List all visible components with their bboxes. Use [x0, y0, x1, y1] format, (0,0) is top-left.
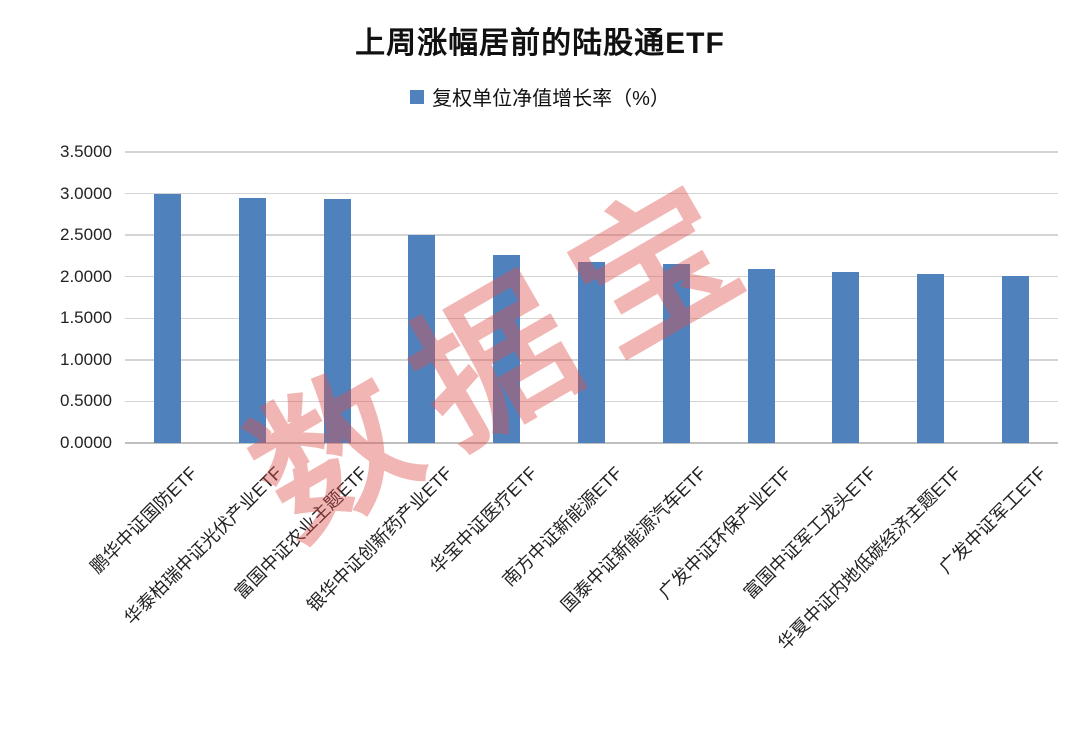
x-category-label: 银华中证创新药产业ETF	[303, 462, 456, 616]
gridline	[125, 234, 1058, 236]
bar	[747, 269, 775, 443]
y-tick-label: 0.0000	[60, 433, 112, 452]
bar	[153, 193, 181, 443]
y-tick-label: 0.5000	[60, 391, 112, 411]
gridline	[125, 151, 1058, 153]
gridline	[125, 192, 1058, 195]
bar	[323, 199, 351, 443]
legend-label: 复权单位净值增长率（%）	[432, 88, 670, 110]
x-category-label: 华泰柏瑞中证光伏产业ETF	[120, 462, 287, 629]
bar	[408, 235, 436, 443]
bar	[493, 255, 521, 443]
legend-swatch-icon	[410, 89, 425, 104]
bar	[917, 274, 945, 443]
bar	[832, 271, 860, 443]
bar	[238, 197, 266, 443]
y-tick-label: 3.0000	[60, 183, 112, 203]
legend: 复权单位净值增长率（%）	[0, 82, 1080, 111]
bar	[578, 261, 605, 443]
bar	[1002, 275, 1030, 443]
y-tick-label: 2.5000	[60, 225, 112, 245]
y-tick-label: 1.0000	[60, 349, 112, 369]
y-tick-label: 2.0000	[60, 266, 112, 286]
y-tick-label: 3.5000	[60, 142, 112, 161]
x-axis-line	[125, 442, 1058, 445]
chart-title: 上周涨幅居前的陆股通ETF	[355, 27, 725, 60]
y-tick-label: 1.5000	[60, 308, 112, 328]
bar	[662, 264, 690, 443]
x-category-label: 国泰中证新能源汽车ETF	[557, 462, 711, 616]
plot-area	[125, 151, 1058, 445]
